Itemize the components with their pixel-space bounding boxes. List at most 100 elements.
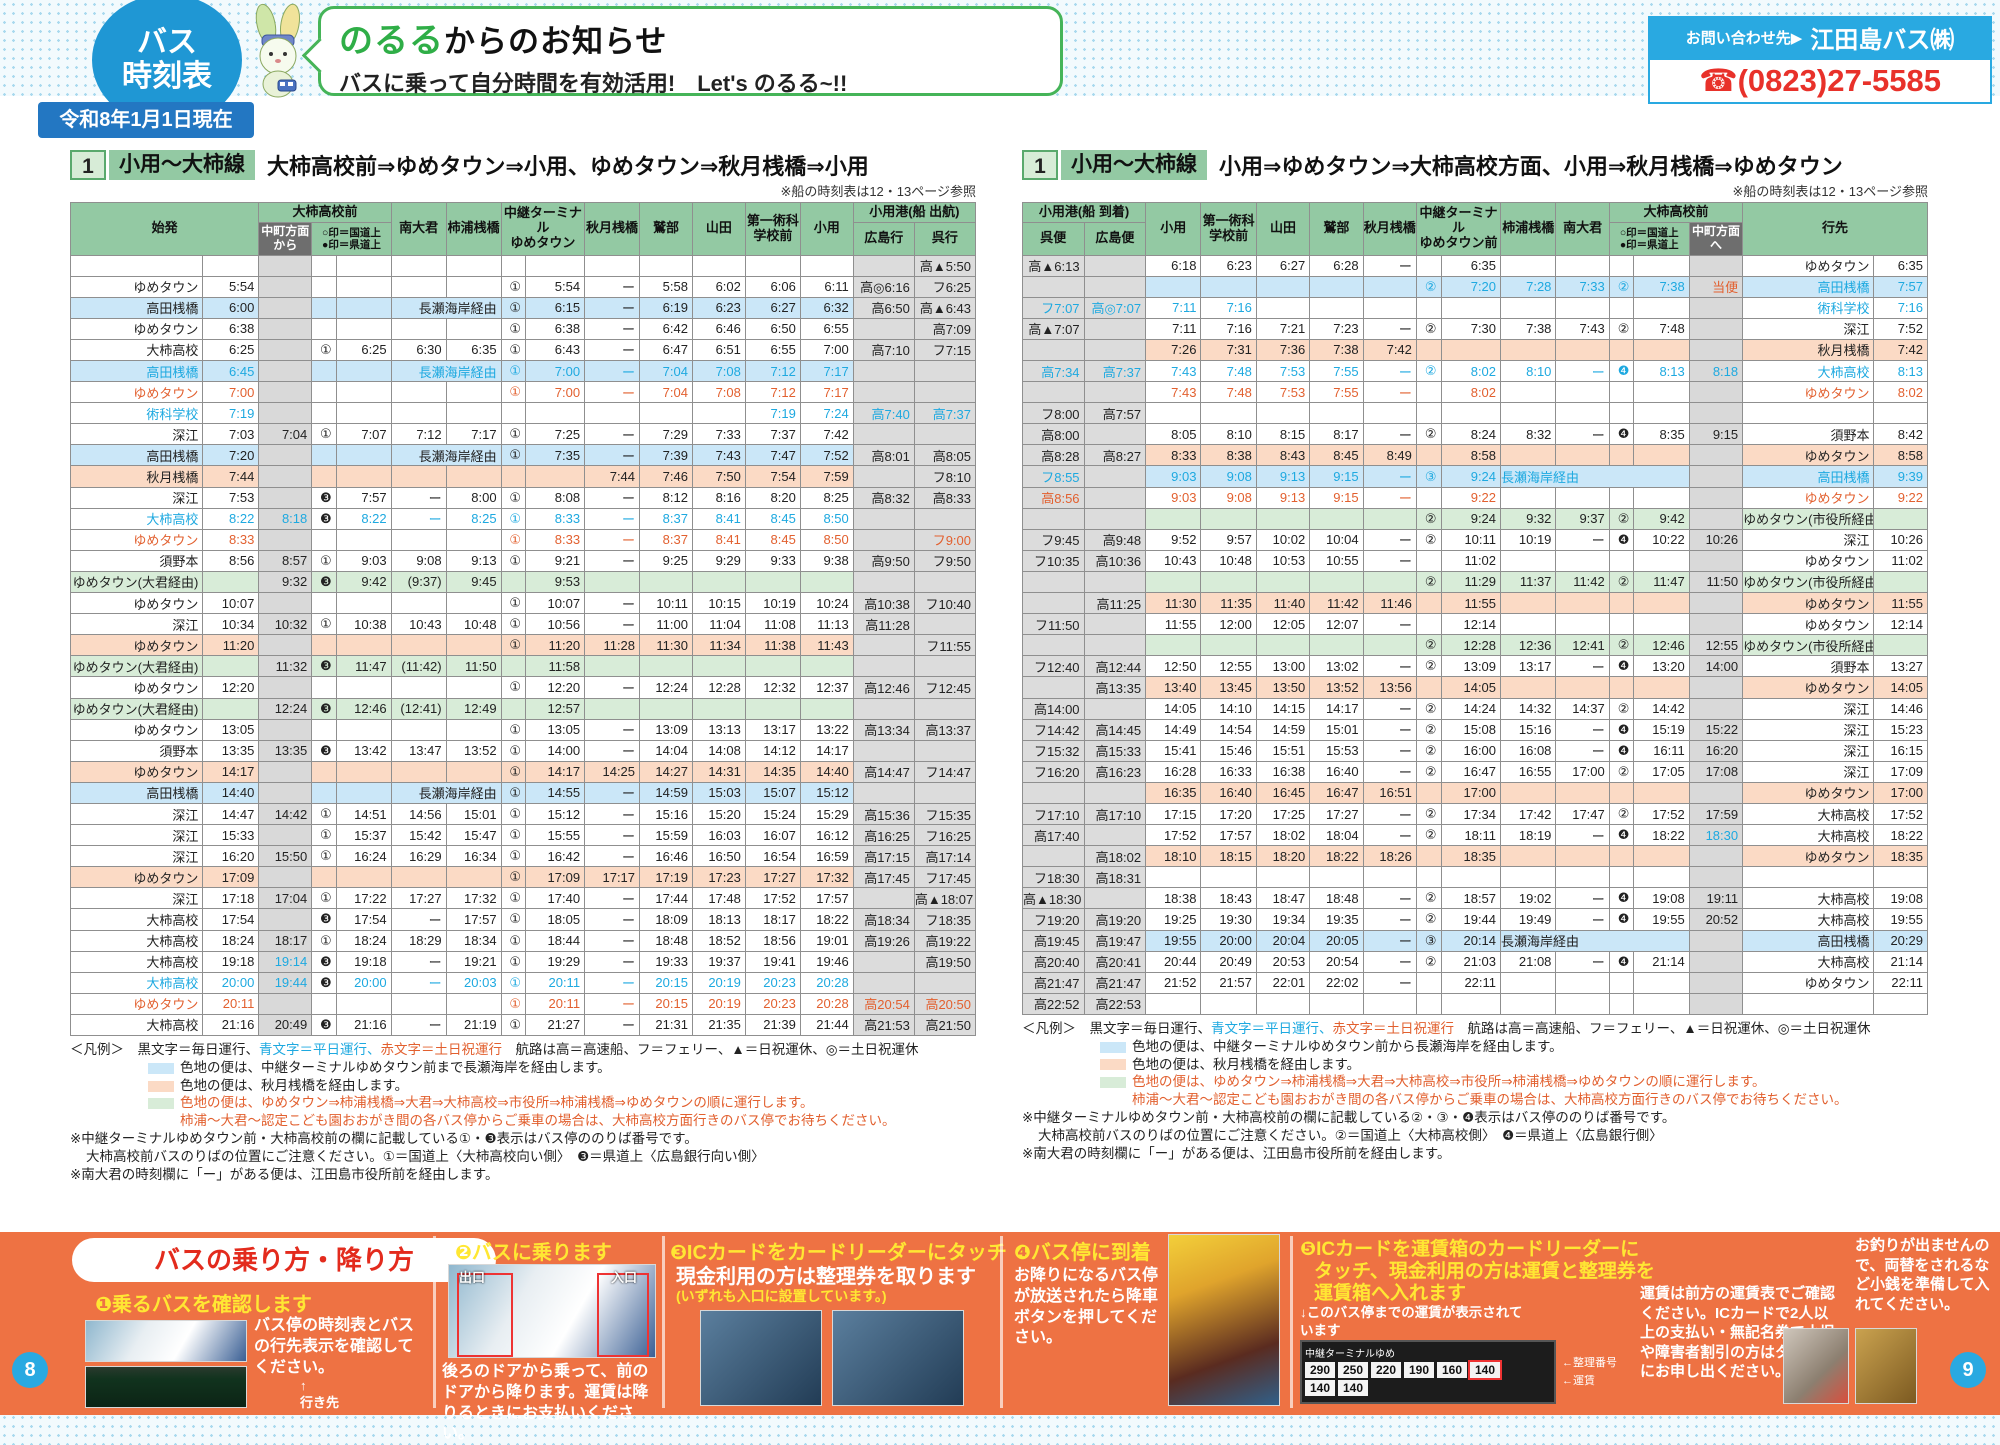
timetable-cell: ❹ bbox=[1608, 950, 1635, 973]
legend-line: 大柿高校前バスのりばの位置にご注意ください。①＝国道上〈大柿高校向い側〉 ❸＝県… bbox=[70, 1148, 976, 1166]
timetable-cell bbox=[335, 634, 392, 657]
timetable-cell bbox=[445, 275, 502, 298]
timetable-cell: 14:37 bbox=[1555, 697, 1610, 720]
timetable-cell: 高17:10 bbox=[1083, 802, 1147, 826]
timetable-cell: 13:40 bbox=[1145, 676, 1202, 699]
timetable-cell bbox=[258, 402, 313, 425]
timetable-cell: ② bbox=[1608, 634, 1635, 657]
timetable-row: 高21:47 高21:47 21:52 21:57 22:01 22:02 ー 22:11 ゆめ… bbox=[1022, 971, 1928, 994]
timetable-cell: 8:41 bbox=[691, 528, 746, 551]
timetable-cell: 高7:40 bbox=[852, 402, 915, 425]
timetable-cell: 高▲18:30 bbox=[1022, 887, 1085, 910]
timetable-cell bbox=[390, 402, 447, 425]
step1-heading: ❶乗るバスを確認します bbox=[95, 1294, 312, 1316]
timetable-cell: 8:45 bbox=[1309, 444, 1364, 467]
timetable-cell: 大柿高校 bbox=[69, 929, 204, 952]
timetable-cell: 高◎7:07 bbox=[1083, 296, 1147, 319]
timetable-cell bbox=[1415, 845, 1442, 868]
timetable-cell: 17:05 bbox=[1633, 760, 1690, 783]
timetable-cell bbox=[1500, 296, 1557, 319]
timetable-cell: 7:00 bbox=[525, 381, 586, 404]
timetable-cell: 16:50 bbox=[691, 845, 746, 868]
timetable-cell: ー bbox=[1555, 824, 1610, 847]
legend-swatch bbox=[1100, 1077, 1126, 1089]
timetable-cell: 14:24 bbox=[1440, 697, 1502, 720]
timetable-cell: 6:35 bbox=[1440, 254, 1502, 277]
timetable-cell: ー bbox=[584, 781, 641, 804]
timetable-cell bbox=[1500, 402, 1557, 425]
timetable-cell bbox=[445, 676, 502, 699]
timetable-cell: ① bbox=[500, 338, 527, 362]
legend-line: ＜凡例＞ 黒文字＝毎日運行、青文字＝平日運行、赤文字＝土日祝運行 航路は高＝高速… bbox=[70, 1041, 976, 1059]
timetable-cell: 17:54 bbox=[202, 908, 260, 931]
timetable-cell: 11:42 bbox=[1555, 570, 1610, 594]
timetable-cell bbox=[639, 655, 693, 678]
timetable-cell: 高21:50 bbox=[913, 1013, 977, 1037]
timetable-cell: 8:17 bbox=[1309, 423, 1364, 446]
timetable-cell: 6:38 bbox=[525, 317, 586, 340]
timetable-cell bbox=[1440, 866, 1502, 889]
timetable-cell bbox=[1555, 486, 1610, 509]
timetable-cell: 8:43 bbox=[1255, 444, 1311, 467]
timetable-cell: 8:35 bbox=[1633, 423, 1690, 446]
timetable-cell bbox=[744, 570, 801, 594]
timetable-cell: 高14:47 bbox=[852, 760, 915, 783]
timetable-cell bbox=[1555, 845, 1610, 868]
timetable-cell: 高19:22 bbox=[913, 929, 977, 952]
col-nakamachi: 中町方面 へ bbox=[1688, 221, 1744, 256]
timetable-cell bbox=[639, 570, 693, 594]
timetable-cell: 8:33 bbox=[1145, 444, 1202, 467]
timetable-cell: 6:38 bbox=[202, 317, 260, 340]
fare-value-highlight: 140 bbox=[1468, 1360, 1502, 1380]
timetable-cell bbox=[500, 465, 527, 488]
step2-heading: ❷バスに乗ります bbox=[455, 1242, 612, 1264]
timetable-cell: 6:00 bbox=[202, 296, 260, 319]
timetable-cell: 長瀬海岸経由 bbox=[390, 444, 502, 467]
timetable-cell: 16:46 bbox=[639, 845, 693, 868]
legend-outbound: ＜凡例＞ 黒文字＝毎日運行、青文字＝平日運行、赤文字＝土日祝運行 航路は高＝高速… bbox=[70, 1041, 976, 1184]
timetable-cell bbox=[390, 992, 447, 1015]
timetable-cell: ゆめタウン bbox=[69, 992, 204, 1015]
timetable-cell: 15:03 bbox=[691, 781, 746, 804]
timetable-cell: 16:38 bbox=[1255, 760, 1311, 783]
timetable-cell: 18:09 bbox=[639, 908, 693, 931]
timetable-cell: 大柿高校 bbox=[69, 338, 204, 362]
timetable-cell: 7:38 bbox=[1500, 317, 1557, 340]
legend-text: 大柿高校前バスのりばの位置にご注意ください。②＝国道上〈大柿高校側〉 ❹＝県道上… bbox=[1038, 1127, 1663, 1143]
timetable-cell bbox=[202, 655, 260, 678]
timetable-cell: 7:43 bbox=[1145, 359, 1202, 383]
timetable-cell: 17:00 bbox=[1873, 781, 1928, 804]
timetable-cell: ① bbox=[500, 908, 527, 931]
timetable-cell: 20:19 bbox=[691, 992, 746, 1015]
timetable-cell: 17:09 bbox=[202, 866, 260, 889]
timetable-cell bbox=[335, 992, 392, 1015]
timetable-cell: 21:57 bbox=[1200, 971, 1257, 994]
timetable-cell bbox=[691, 697, 746, 720]
timetable-cell: 高▲18:07 bbox=[913, 887, 977, 910]
timetable-cell: 7:04 bbox=[258, 423, 313, 446]
timetable-cell: 9:25 bbox=[639, 549, 693, 572]
timetable-cell bbox=[335, 760, 392, 783]
timetable-cell: ー bbox=[584, 507, 641, 530]
contact-banner: お問い合わせ先▶ 江田島バス㈱ bbox=[1648, 16, 1992, 58]
timetable-cell: ー bbox=[1362, 760, 1417, 783]
timetable-cell bbox=[390, 465, 447, 488]
timetable-row: ② 12:28 12:36 12:41 ② 12:46 12:55 ゆめタウン(市役所経由) bbox=[1022, 634, 1928, 657]
col-kakiura: 柿浦桟橋 bbox=[1500, 202, 1557, 256]
timetable-cell: ❸ bbox=[311, 697, 337, 720]
timetable-cell: 6:02 bbox=[691, 275, 746, 298]
timetable-cell: 8:10 bbox=[1500, 359, 1557, 383]
timetable-cell bbox=[1688, 317, 1744, 340]
col-kakiura: 柿浦桟橋 bbox=[445, 202, 502, 256]
timetable-cell: 14:56 bbox=[390, 802, 447, 826]
timetable-cell: ー bbox=[1362, 971, 1417, 994]
timetable-cell bbox=[311, 760, 337, 783]
timetable-cell: 15:16 bbox=[639, 802, 693, 826]
timetable-cell: 7:12 bbox=[744, 359, 801, 383]
timetable-cell bbox=[311, 296, 337, 319]
timetable-cell bbox=[445, 634, 502, 657]
timetable-cell: 7:11 bbox=[1145, 296, 1202, 319]
timetable-cell: 17:32 bbox=[799, 866, 854, 889]
timetable-cell: ー bbox=[1362, 802, 1417, 826]
timetable-cell bbox=[258, 824, 313, 847]
